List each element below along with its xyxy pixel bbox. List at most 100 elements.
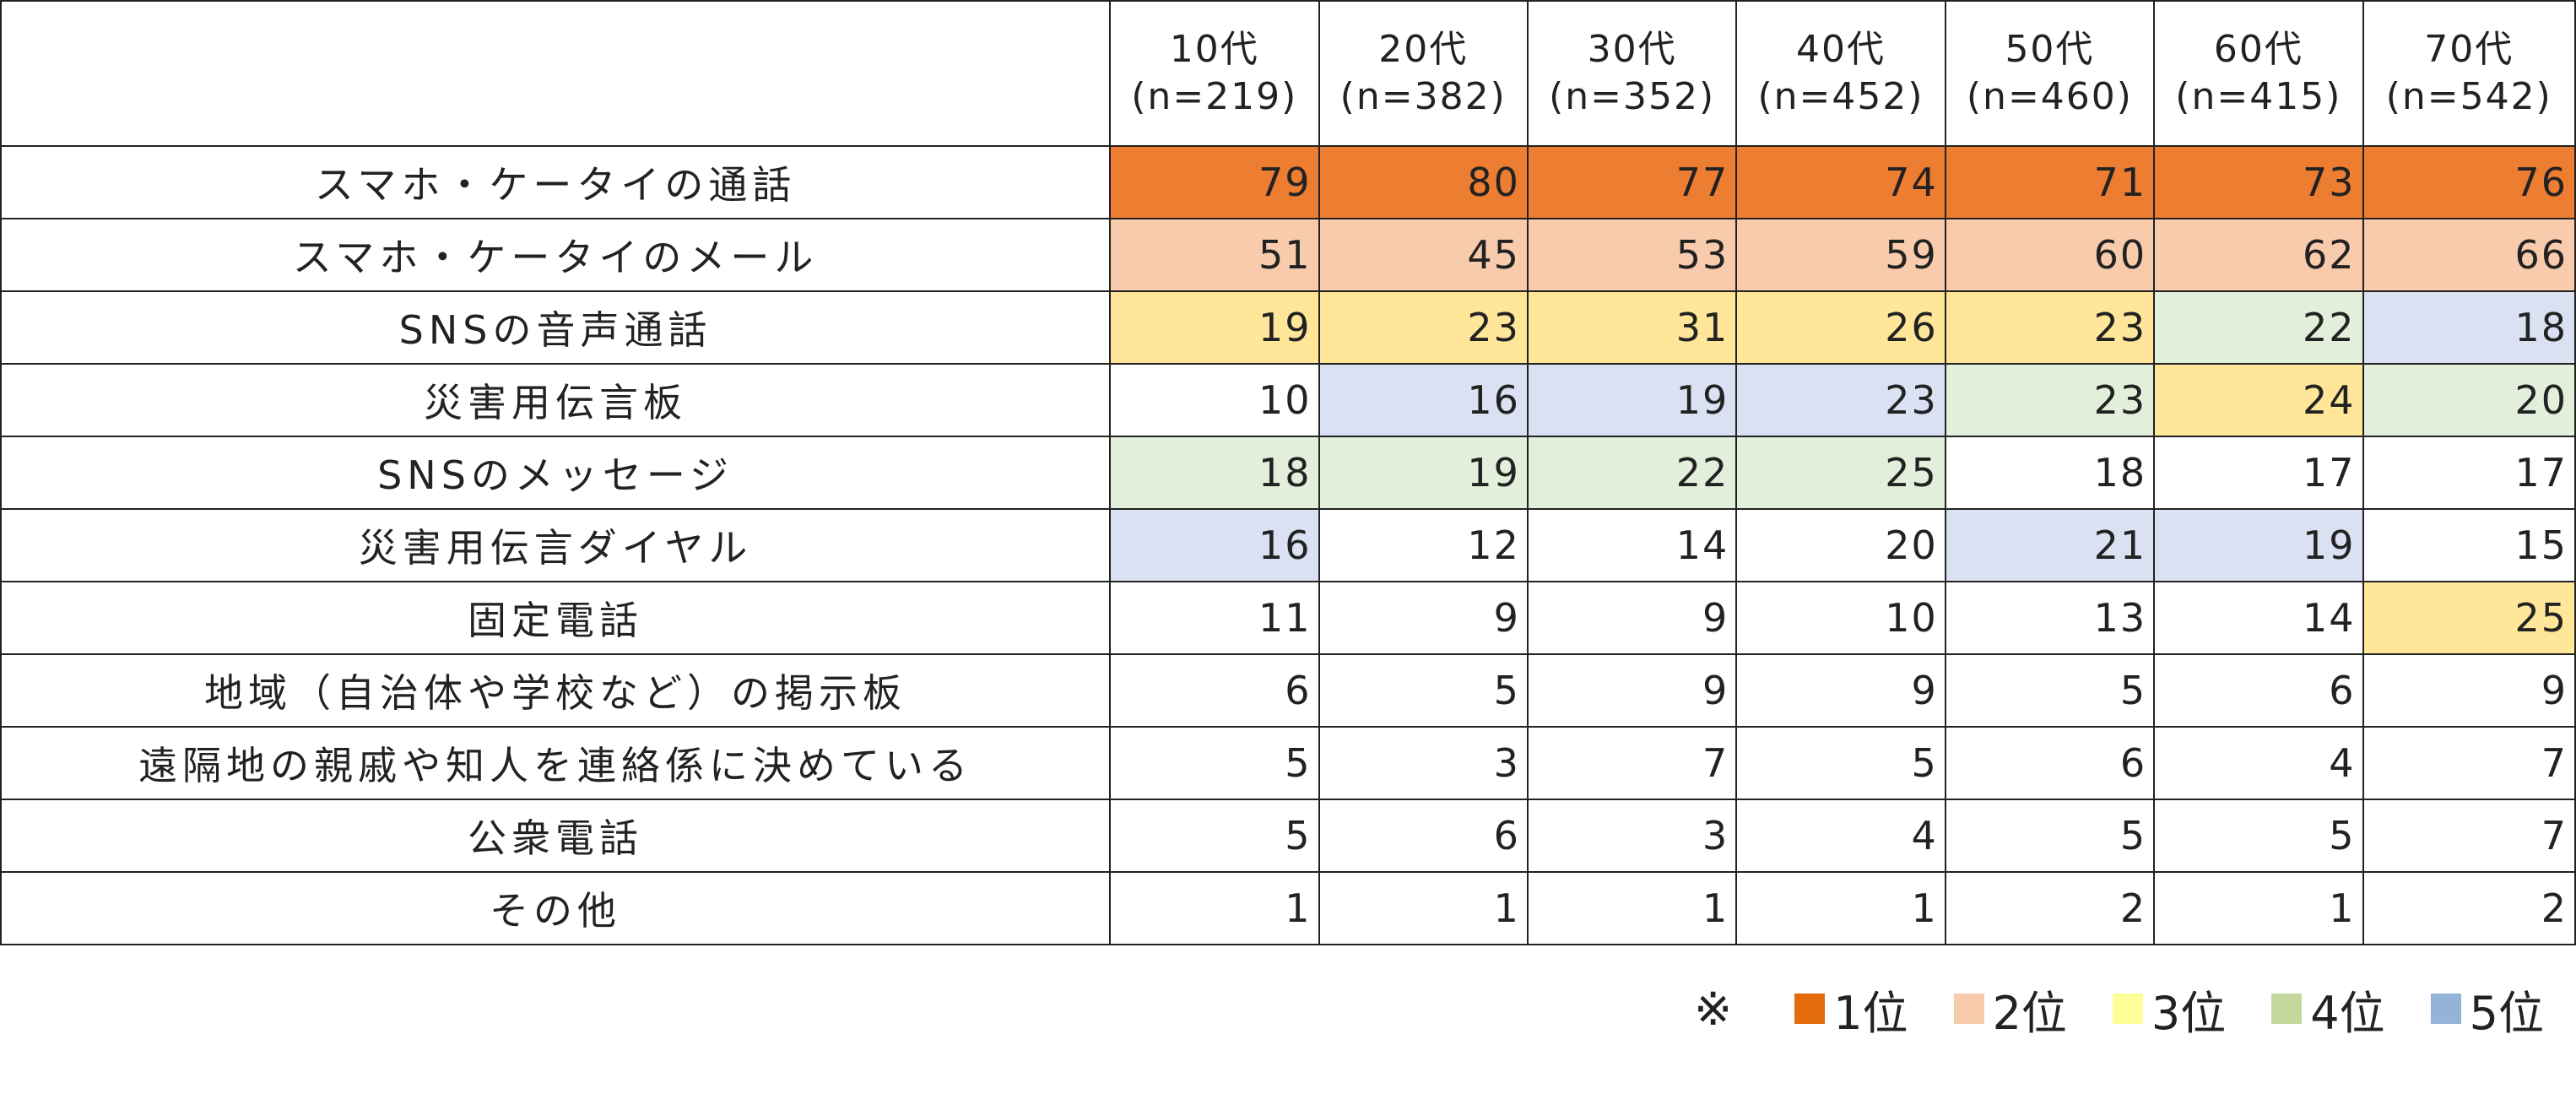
data-cell: 76 <box>2362 145 2576 219</box>
data-cell: 45 <box>1318 218 1529 292</box>
legend-note-mark: ※ <box>1693 982 1733 1036</box>
data-cell: 7 <box>2362 726 2576 800</box>
legend-item-rank-2: 2位 <box>1953 976 2067 1042</box>
column-age-label: 30代 <box>1587 28 1677 71</box>
data-cell: 18 <box>2362 290 2576 365</box>
data-cell: 62 <box>2153 218 2364 292</box>
column-sample-size: (n=542) <box>2385 75 2552 118</box>
table-row: 地域（自治体や学校など）の掲示板 6 5 9 9 5 6 9 <box>0 653 2576 728</box>
data-cell: 13 <box>1944 581 2156 655</box>
column-sample-size: (n=415) <box>2175 75 2342 118</box>
data-cell: 6 <box>2153 653 2364 728</box>
column-sample-size: (n=460) <box>1966 75 2133 118</box>
data-cell: 5 <box>1944 653 2156 728</box>
data-cell: 77 <box>1526 145 1738 219</box>
data-cell: 17 <box>2153 436 2364 510</box>
row-label: 公衆電話 <box>0 799 1112 873</box>
column-age-label: 10代 <box>1169 28 1259 71</box>
column-header-10s: 10代 (n=219) <box>1109 0 1320 147</box>
row-label: 固定電話 <box>0 581 1112 655</box>
data-cell: 5 <box>1109 799 1320 873</box>
rank-legend: ※ 1位 2位 3位 4位 5位 <box>1693 979 2544 1040</box>
data-cell: 23 <box>1944 290 2156 365</box>
legend-swatch <box>1794 994 1826 1024</box>
data-cell: 60 <box>1944 218 2156 292</box>
data-cell: 22 <box>1526 436 1738 510</box>
data-cell: 9 <box>2362 653 2576 728</box>
row-label: SNSのメッセージ <box>0 436 1112 510</box>
legend-item-rank-5: 5位 <box>2430 976 2544 1042</box>
table-body: スマホ・ケータイの通話 79 80 77 74 71 73 76 スマホ・ケータイのメール 51 4… <box>0 145 2576 945</box>
data-cell: 9 <box>1526 581 1738 655</box>
data-cell: 5 <box>1735 726 1946 800</box>
data-cell: 1 <box>1109 871 1320 945</box>
data-cell: 6 <box>1944 726 2156 800</box>
data-cell: 19 <box>1109 290 1320 365</box>
data-cell: 16 <box>1318 363 1529 437</box>
data-cell: 25 <box>1735 436 1946 510</box>
row-label: スマホ・ケータイのメール <box>0 218 1112 292</box>
data-cell: 20 <box>1735 508 1946 582</box>
data-cell: 15 <box>2362 508 2576 582</box>
data-cell: 5 <box>1109 726 1320 800</box>
column-header-20s: 20代 (n=382) <box>1318 0 1529 147</box>
legend-label: 4位 <box>2310 986 2385 1040</box>
column-sample-size: (n=382) <box>1339 75 1507 118</box>
data-cell: 19 <box>2153 508 2364 582</box>
row-label: 地域（自治体や学校など）の掲示板 <box>0 653 1112 728</box>
table-row: 固定電話 11 9 9 10 13 14 25 <box>0 581 2576 655</box>
data-cell: 7 <box>1526 726 1738 800</box>
data-cell: 24 <box>2153 363 2364 437</box>
data-cell: 80 <box>1318 145 1529 219</box>
row-label: SNSの音声通話 <box>0 290 1112 365</box>
legend-swatch <box>2430 994 2461 1024</box>
legend-label: 3位 <box>2151 986 2227 1040</box>
table-row: 災害用伝言板 10 16 19 23 23 24 20 <box>0 363 2576 437</box>
table-row: SNSの音声通話 19 23 31 26 23 22 18 <box>0 290 2576 365</box>
data-cell: 7 <box>2362 799 2576 873</box>
data-cell: 5 <box>1318 653 1529 728</box>
column-header-40s: 40代 (n=452) <box>1735 0 1946 147</box>
data-cell: 6 <box>1109 653 1320 728</box>
column-sample-size: (n=219) <box>1131 75 1298 118</box>
data-cell: 1 <box>1526 871 1738 945</box>
data-cell: 25 <box>2362 581 2576 655</box>
column-age-label: 60代 <box>2213 28 2303 71</box>
data-cell: 71 <box>1944 145 2156 219</box>
legend-label: 1位 <box>1833 986 1908 1040</box>
data-cell: 1 <box>2153 871 2364 945</box>
column-header-70s: 70代 (n=542) <box>2362 0 2576 147</box>
data-cell: 1 <box>1735 871 1946 945</box>
data-cell: 9 <box>1526 653 1738 728</box>
column-header-60s: 60代 (n=415) <box>2153 0 2364 147</box>
legend-swatch <box>1953 994 1984 1024</box>
data-cell: 16 <box>1109 508 1320 582</box>
legend-item-rank-1: 1位 <box>1794 976 1908 1042</box>
data-cell: 19 <box>1526 363 1738 437</box>
data-cell: 10 <box>1109 363 1320 437</box>
data-cell: 5 <box>1944 799 2156 873</box>
data-cell: 11 <box>1109 581 1320 655</box>
row-label: 災害用伝言板 <box>0 363 1112 437</box>
row-label: その他 <box>0 871 1112 945</box>
column-sample-size: (n=452) <box>1757 75 1924 118</box>
data-cell: 1 <box>1318 871 1529 945</box>
data-cell: 18 <box>1109 436 1320 510</box>
row-label: スマホ・ケータイの通話 <box>0 145 1112 219</box>
table-row: SNSのメッセージ 18 19 22 25 18 17 17 <box>0 436 2576 510</box>
row-label: 災害用伝言ダイヤル <box>0 508 1112 582</box>
legend-item-rank-3: 3位 <box>2112 976 2227 1042</box>
data-cell: 74 <box>1735 145 1946 219</box>
ranking-table: 10代 (n=219) 20代 (n=382) 30代 (n=352) 40代 … <box>0 0 2576 945</box>
legend-label: 5位 <box>2469 986 2544 1040</box>
data-cell: 14 <box>2153 581 2364 655</box>
data-cell: 5 <box>2153 799 2364 873</box>
data-cell: 51 <box>1109 218 1320 292</box>
column-header-30s: 30代 (n=352) <box>1526 0 1738 147</box>
data-cell: 2 <box>2362 871 2576 945</box>
column-header-50s: 50代 (n=460) <box>1944 0 2156 147</box>
data-cell: 9 <box>1318 581 1529 655</box>
data-cell: 23 <box>1735 363 1946 437</box>
data-cell: 17 <box>2362 436 2576 510</box>
data-cell: 9 <box>1735 653 1946 728</box>
